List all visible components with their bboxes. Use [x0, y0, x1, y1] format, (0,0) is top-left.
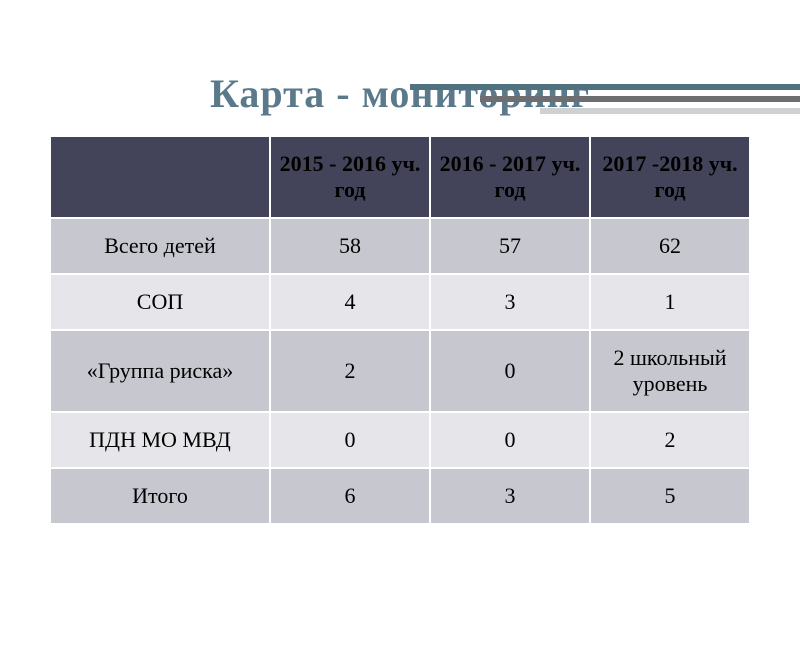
- cell: 1: [590, 274, 750, 330]
- row-label: Всего детей: [50, 218, 270, 274]
- monitoring-table: 2015 - 2016 уч. год 2016 - 2017 уч. год …: [49, 135, 751, 525]
- table-row: Всего детей 58 57 62: [50, 218, 750, 274]
- table-header-col1: 2015 - 2016 уч. год: [270, 136, 430, 218]
- cell: 0: [270, 412, 430, 468]
- cell: 3: [430, 274, 590, 330]
- table-row: Итого 6 3 5: [50, 468, 750, 524]
- table-row: «Группа риска» 2 0 2 школьный уровень: [50, 330, 750, 412]
- deco-bar-1: [410, 84, 800, 90]
- decorative-bars: [410, 84, 800, 114]
- deco-bar-3: [540, 108, 800, 114]
- cell: 3: [430, 468, 590, 524]
- row-label: СОП: [50, 274, 270, 330]
- cell: 5: [590, 468, 750, 524]
- row-label: «Группа риска»: [50, 330, 270, 412]
- row-label: Итого: [50, 468, 270, 524]
- deco-bar-2: [480, 96, 800, 102]
- table-header-col2: 2016 - 2017 уч. год: [430, 136, 590, 218]
- table-row: ПДН МО МВД 0 0 2: [50, 412, 750, 468]
- cell: 6: [270, 468, 430, 524]
- row-label: ПДН МО МВД: [50, 412, 270, 468]
- cell: 4: [270, 274, 430, 330]
- cell: 2: [590, 412, 750, 468]
- cell: 58: [270, 218, 430, 274]
- table-header-row: 2015 - 2016 уч. год 2016 - 2017 уч. год …: [50, 136, 750, 218]
- table-header-blank: [50, 136, 270, 218]
- cell: 57: [430, 218, 590, 274]
- cell: 62: [590, 218, 750, 274]
- cell: 2: [270, 330, 430, 412]
- cell: 0: [430, 412, 590, 468]
- table-row: СОП 4 3 1: [50, 274, 750, 330]
- table-header-col3: 2017 -2018 уч. год: [590, 136, 750, 218]
- cell: 0: [430, 330, 590, 412]
- cell: 2 школьный уровень: [590, 330, 750, 412]
